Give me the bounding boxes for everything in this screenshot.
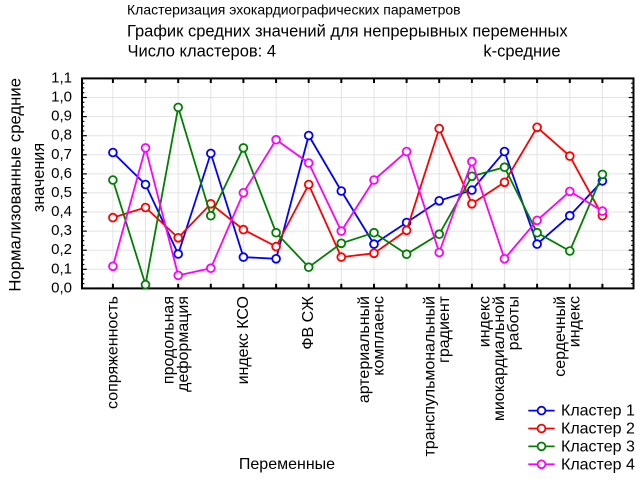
svg-text:0,8: 0,8 <box>51 127 72 144</box>
svg-text:деформация: деформация <box>175 296 192 392</box>
svg-text:0,0: 0,0 <box>51 279 72 296</box>
svg-text:значения: значения <box>30 143 48 212</box>
svg-text:0,4: 0,4 <box>51 203 72 220</box>
svg-text:миокардиальной: миокардиальной <box>491 296 508 421</box>
svg-text:градиент: градиент <box>436 295 453 363</box>
svg-text:сердечный: сердечный <box>552 296 569 377</box>
svg-text:1,0: 1,0 <box>51 89 72 106</box>
svg-text:0,7: 0,7 <box>51 146 72 163</box>
svg-text:График средних значений для не: График средних значений для непрерывных … <box>127 22 568 40</box>
svg-text:Число кластеров: 4: Число кластеров: 4 <box>128 43 277 61</box>
svg-text:транспульмональный: транспульмональный <box>422 296 439 457</box>
svg-text:k-средние: k-средние <box>483 43 560 61</box>
svg-text:1,1: 1,1 <box>51 69 72 86</box>
svg-text:Кластер 3: Кластер 3 <box>561 438 635 455</box>
svg-text:сопряженность: сопряженность <box>104 296 121 409</box>
svg-text:0,1: 0,1 <box>51 260 72 277</box>
svg-text:0,3: 0,3 <box>51 222 72 239</box>
svg-text:артериальный: артериальный <box>356 296 373 403</box>
svg-text:Переменные: Переменные <box>239 456 335 473</box>
svg-text:Кластер 4: Кластер 4 <box>561 456 635 473</box>
svg-text:0,2: 0,2 <box>51 241 72 258</box>
svg-text:работы: работы <box>506 296 523 350</box>
svg-text:индекс КСО: индекс КСО <box>235 296 252 384</box>
svg-text:продольная: продольная <box>160 296 177 384</box>
svg-text:0,6: 0,6 <box>51 165 72 182</box>
svg-text:комплаенс: комплаенс <box>371 296 388 376</box>
svg-text:Кластер 2: Кластер 2 <box>561 421 635 438</box>
svg-text:ФВ СЖ: ФВ СЖ <box>300 296 317 350</box>
svg-text:0,9: 0,9 <box>51 108 72 125</box>
svg-text:Нормализованные средние: Нормализованные средние <box>6 78 25 292</box>
svg-text:Кластер 1: Кластер 1 <box>561 403 635 420</box>
svg-text:индекс: индекс <box>567 296 584 347</box>
svg-text:Кластеризация эхокардиографиче: Кластеризация эхокардиографических парам… <box>127 2 461 18</box>
svg-text:0,5: 0,5 <box>51 184 72 201</box>
svg-text:индекс: индекс <box>477 296 494 347</box>
